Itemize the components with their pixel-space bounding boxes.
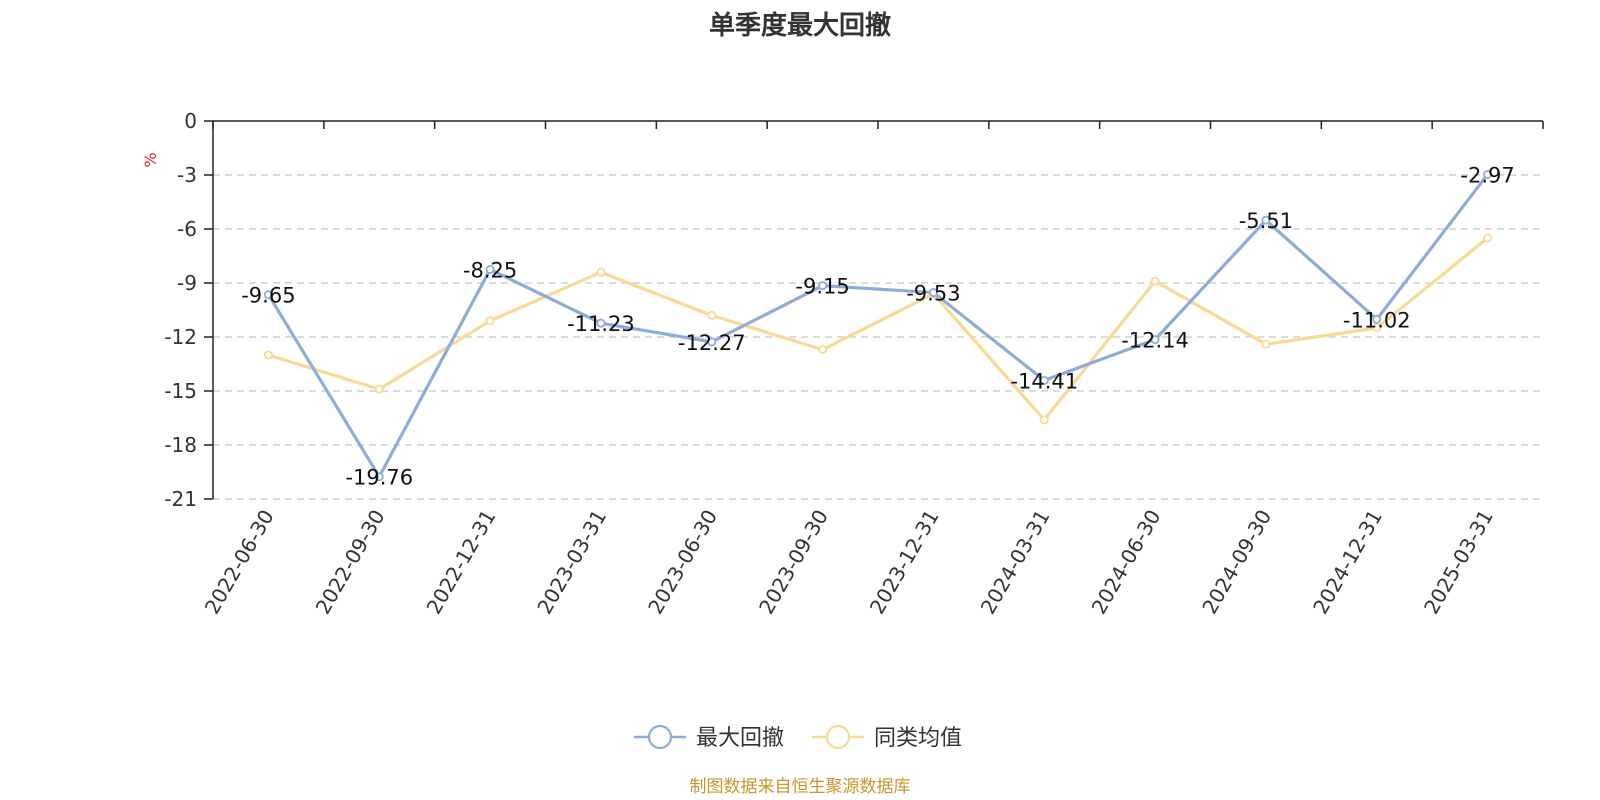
legend-label: 同类均值 bbox=[874, 726, 962, 751]
data-point bbox=[707, 310, 717, 320]
data-label: -14.41 bbox=[1010, 369, 1078, 393]
y-tick-label: -12 bbox=[164, 325, 197, 349]
y-tick-label: -3 bbox=[177, 163, 197, 187]
data-label: -11.23 bbox=[567, 312, 635, 336]
x-tick-label: 2022-09-30 bbox=[311, 506, 390, 619]
data-point bbox=[1261, 215, 1271, 225]
series-line bbox=[267, 236, 1489, 422]
data-label: -9.65 bbox=[241, 284, 295, 308]
data-labels: -9.65 -19.76 -8.25 -11.23 -12.27 -9.15 -9.53 -1… bbox=[241, 163, 1515, 489]
x-tick-label: 2024-09-30 bbox=[1197, 506, 1276, 619]
y-tick-label: -15 bbox=[164, 379, 197, 403]
data-label: -19.76 bbox=[345, 466, 413, 490]
x-tick-label: 2024-12-31 bbox=[1308, 506, 1387, 619]
x-tick-label: 2025-03-31 bbox=[1419, 506, 1498, 619]
data-point bbox=[1039, 375, 1049, 385]
legend-label: 最大回撤 bbox=[696, 726, 784, 751]
x-tick-label: 2023-03-31 bbox=[532, 506, 611, 619]
legend-marker bbox=[647, 724, 673, 750]
data-point bbox=[818, 345, 828, 355]
legend[interactable]: 最大回撤 同类均值 bbox=[634, 724, 962, 751]
source-note: 制图数据来自恒生聚源数据库 bbox=[690, 777, 911, 797]
data-point bbox=[1039, 415, 1049, 425]
legend-item-1[interactable]: 同类均值 bbox=[812, 724, 962, 751]
data-label: -2.97 bbox=[1460, 163, 1514, 187]
data-point bbox=[1483, 169, 1493, 179]
data-label: -9.15 bbox=[795, 275, 849, 299]
y-tick-label: -18 bbox=[164, 433, 197, 457]
data-point bbox=[1483, 233, 1493, 243]
x-tick-label: 2023-09-30 bbox=[754, 506, 833, 619]
x-tick-label: 2022-06-30 bbox=[200, 506, 279, 619]
data-point bbox=[1150, 276, 1160, 286]
x-tick-label: 2023-12-31 bbox=[865, 506, 944, 619]
x-tick-label: 2024-06-30 bbox=[1087, 506, 1166, 619]
data-label: -9.53 bbox=[906, 282, 960, 306]
grid-lines bbox=[213, 174, 1543, 500]
data-label: -11.02 bbox=[1343, 308, 1411, 332]
x-tick-label: 2024-03-31 bbox=[976, 506, 1055, 619]
y-tick-label: -9 bbox=[177, 271, 197, 295]
x-tick-label: 2022-12-31 bbox=[422, 506, 501, 619]
y-axis-unit-label: % bbox=[141, 152, 160, 167]
series-line bbox=[267, 173, 1489, 479]
series-0 bbox=[263, 169, 1493, 482]
data-point bbox=[263, 350, 273, 360]
data-label: -12.27 bbox=[678, 331, 746, 355]
data-label: -5.51 bbox=[1239, 209, 1293, 233]
data-point bbox=[1372, 314, 1382, 324]
legend-item-0[interactable]: 最大回撤 bbox=[634, 724, 784, 751]
data-point bbox=[596, 318, 606, 328]
data-point bbox=[1261, 339, 1271, 349]
data-point bbox=[707, 337, 717, 347]
data-point bbox=[1150, 335, 1160, 345]
y-tick-label: -21 bbox=[164, 487, 197, 511]
data-point bbox=[818, 281, 828, 291]
data-point bbox=[1372, 323, 1382, 333]
data-point bbox=[928, 288, 938, 298]
chart-title: 单季度最大回撤 bbox=[709, 10, 891, 41]
y-tick-label: -6 bbox=[177, 217, 197, 241]
x-tick-label: 2023-06-30 bbox=[643, 506, 722, 619]
series-lines bbox=[263, 169, 1493, 482]
data-point bbox=[263, 290, 273, 300]
data-label: -12.14 bbox=[1121, 329, 1189, 353]
data-point bbox=[596, 267, 606, 277]
y-tick-label: 0 bbox=[184, 109, 197, 133]
data-point bbox=[485, 316, 495, 326]
data-label: -8.25 bbox=[463, 259, 517, 283]
data-point bbox=[374, 472, 384, 482]
data-point bbox=[485, 264, 495, 274]
legend-marker bbox=[825, 724, 851, 750]
data-point bbox=[374, 384, 384, 394]
series-1 bbox=[263, 233, 1493, 425]
